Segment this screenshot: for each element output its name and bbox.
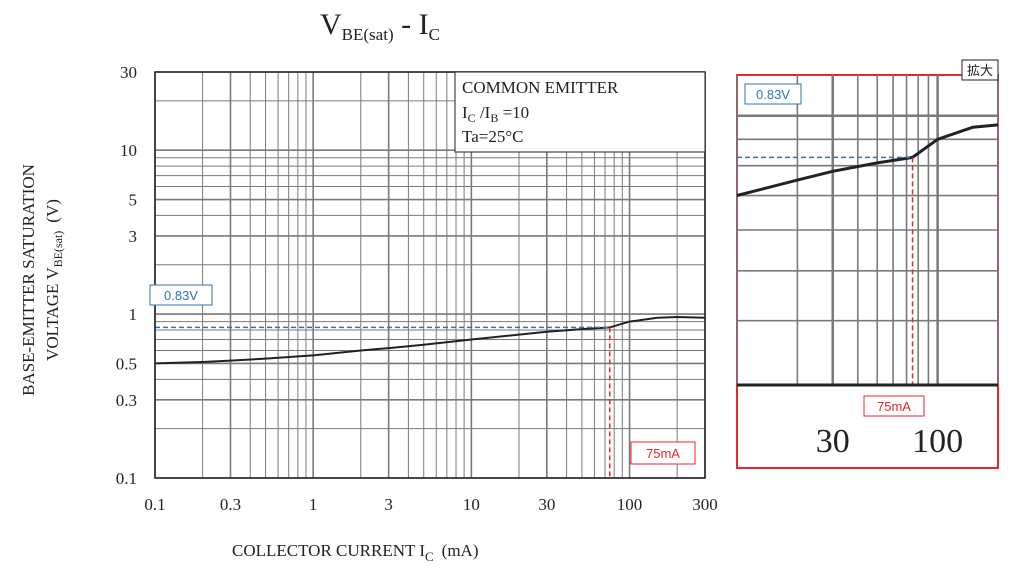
voltage-label-box (149, 284, 213, 306)
inset-curve-group (736, 123, 999, 197)
conditions-line2: IC /IB =10 (462, 103, 529, 125)
x-axis-label: COLLECTOR CURRENT IC (mA) (232, 541, 479, 564)
conditions-box: COMMON EMITTER IC /IB =10 Ta=25°C (454, 71, 706, 153)
inset-tag-box (961, 59, 999, 81)
y-tick-label: 5 (129, 191, 138, 210)
y-tick-label: 30 (120, 63, 137, 82)
main-curve (154, 315, 706, 365)
inset-tick-labels: 30 100 (816, 423, 963, 460)
y-tick-label: 0.5 (116, 354, 137, 373)
conditions-line3: Ta=25°C (462, 127, 523, 146)
x-tick-label: 0.3 (220, 495, 241, 514)
x-tick-label: 300 (692, 495, 718, 514)
chart-title: VBE(sat) - IC (320, 8, 440, 44)
x-tick-labels: 0.1 0.3 1 3 10 30 100 300 (144, 495, 717, 514)
inset-tag: 拡大 (967, 63, 993, 78)
current-label-box (630, 441, 696, 465)
y-tick-label: 3 (129, 227, 138, 246)
inset-panel: 拡大 0.83V 75mA 30 100 (736, 59, 999, 469)
y-tick-label: 1 (129, 305, 138, 324)
y-tick-labels: 0.1 0.3 0.5 1 3 5 10 30 (116, 63, 137, 488)
y-tick-label: 10 (120, 141, 137, 160)
x-tick-label: 3 (384, 495, 393, 514)
inset-current-label-box (863, 395, 925, 417)
inset-markers (737, 156, 914, 385)
x-tick-label: 100 (617, 495, 643, 514)
voltage-marker-label: 0.83V (149, 284, 213, 306)
inset-tick-label: 30 (816, 423, 850, 460)
voltage-label-text: 0.83V (164, 288, 198, 303)
current-label-text: 75mA (646, 446, 680, 461)
inset-tick-label: 100 (912, 423, 963, 460)
x-tick-label: 1 (309, 495, 318, 514)
x-tick-label: 0.1 (144, 495, 165, 514)
conditions-frame (454, 71, 706, 153)
main-plot-frame (154, 71, 706, 479)
current-marker-label: 75mA (630, 441, 696, 465)
x-tick-label: 10 (463, 495, 480, 514)
inset-voltage-label-box (744, 83, 802, 105)
main-markers (155, 326, 611, 478)
y-tick-label: 0.3 (116, 391, 137, 410)
inset-current-label: 75mA (877, 399, 911, 414)
y-axis-label: BASE-EMITTER SATURATION VOLTAGE VBE(sat)… (19, 164, 65, 396)
y-axis-label-line1: BASE-EMITTER SATURATION (19, 164, 38, 396)
conditions-line1: COMMON EMITTER (462, 78, 619, 97)
y-tick-label: 0.1 (116, 469, 137, 488)
inset-curve (736, 123, 999, 197)
inset-grid (736, 75, 999, 386)
x-tick-label: 30 (538, 495, 555, 514)
y-axis-label-line2: VOLTAGE VBE(sat)(V) (43, 199, 65, 361)
inset-voltage-label: 0.83V (756, 87, 790, 102)
main-curve-group (154, 315, 706, 365)
